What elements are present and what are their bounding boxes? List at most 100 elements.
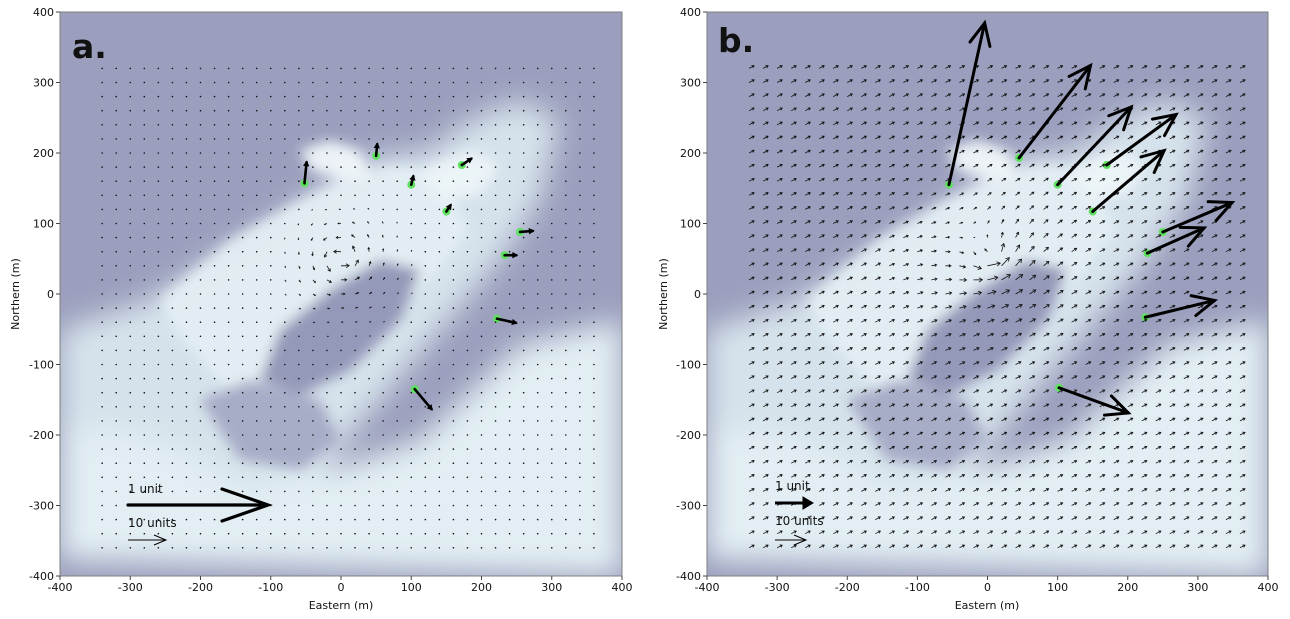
panel-a-field-arrow xyxy=(382,476,384,479)
panel-b-field-arrow xyxy=(1225,79,1232,83)
panel-b-station-arrow xyxy=(1057,386,1132,417)
panel-b-field-arrow xyxy=(931,417,938,422)
panel-b-field-arrow xyxy=(1225,248,1232,253)
panel-b-field-arrow xyxy=(819,403,825,408)
panel-b-field-arrow xyxy=(889,248,896,253)
panel-a-field-arrow xyxy=(255,279,258,281)
panel-b-field-arrow xyxy=(889,163,896,168)
panel-b-field-arrow xyxy=(1057,530,1064,535)
panel-a-field-arrow xyxy=(565,208,567,211)
panel-a-field-arrow xyxy=(536,547,539,549)
panel-b-field-arrow xyxy=(1197,318,1204,323)
panel-a-field-arrow xyxy=(424,81,427,84)
panel-a-field-arrow xyxy=(101,434,103,436)
panel-a-field-arrow xyxy=(115,434,117,436)
panel-a-field-arrow xyxy=(213,95,216,98)
panel-a-field-arrow xyxy=(382,490,384,493)
panel-b-field-arrow xyxy=(1239,530,1246,535)
panel-b-field-arrow xyxy=(1169,234,1176,238)
panel-b-field-arrow xyxy=(1057,304,1064,309)
panel-b-field-arrow xyxy=(1029,218,1034,224)
panel-b-field-arrow xyxy=(1239,149,1246,154)
panel-a-field-arrow xyxy=(466,81,469,84)
panel-a-field-arrow xyxy=(410,138,413,140)
panel-a-field-arrow xyxy=(410,335,413,338)
panel-a-field-arrow xyxy=(227,532,230,535)
panel-a-field-arrow xyxy=(185,321,188,324)
panel-b-field-arrow xyxy=(973,79,980,83)
panel-a-field-arrow xyxy=(565,547,567,549)
panel-b-field-arrow xyxy=(1141,220,1148,224)
panel-b-field-arrow xyxy=(804,459,811,464)
panel-b-field-arrow xyxy=(1183,333,1190,337)
panel-b-field-arrow xyxy=(973,192,978,196)
panel-b-field-arrow xyxy=(1169,192,1176,196)
panel-a-field-arrow xyxy=(143,406,146,408)
panel-b-field-arrow xyxy=(1169,163,1176,168)
panel-a-field-arrow xyxy=(157,307,160,309)
panel-b-field-arrow xyxy=(1029,459,1036,464)
panel-a-field-arrow xyxy=(424,236,427,239)
panel-b-field-arrow xyxy=(762,502,769,506)
panel-b-field-arrow xyxy=(819,333,825,337)
panel-a-field-arrow xyxy=(452,490,455,493)
panel-b-field-arrow xyxy=(973,488,980,492)
panel-a-field-arrow xyxy=(508,518,511,521)
panel-b-field-arrow xyxy=(1043,544,1050,549)
panel-b-field-arrow xyxy=(1099,93,1106,97)
panel-a-field-arrow xyxy=(452,335,455,338)
panel-a-field-arrow xyxy=(171,138,174,140)
panel-b-field-arrow xyxy=(1225,417,1232,422)
panel-a-field-arrow xyxy=(466,194,469,197)
panel-a-field-arrow xyxy=(157,293,160,295)
panel-b-field-arrow xyxy=(945,164,951,168)
panel-b-field-arrow xyxy=(1239,304,1246,309)
panel-a-field-arrow xyxy=(494,504,497,507)
panel-a-field-arrow xyxy=(396,138,399,140)
panel-b-field-arrow xyxy=(790,403,797,408)
panel-a-field-arrow xyxy=(452,208,455,211)
panel-b-field-arrow xyxy=(1127,544,1134,549)
panel-a-field-arrow xyxy=(396,462,399,465)
panel-a-field-arrow xyxy=(593,265,595,267)
panel-a-field-arrow xyxy=(396,335,399,338)
panel-b-field-arrow xyxy=(889,431,896,436)
panel-a-field-arrow xyxy=(354,504,356,507)
panel-b-field-arrow xyxy=(1155,121,1162,126)
panel-a-field-arrow xyxy=(101,363,103,366)
panel-a-field-arrow xyxy=(466,138,469,140)
panel-a-field-arrow xyxy=(199,532,202,535)
panel-b-field-arrow xyxy=(917,305,924,309)
panel-a-field-arrow xyxy=(129,321,132,324)
panel-a-field-arrow xyxy=(340,166,342,168)
panel-b-field-arrow xyxy=(959,164,965,168)
panel-b-field-arrow xyxy=(889,234,895,238)
panel-b-field-arrow xyxy=(1071,403,1078,408)
panel-b-field-arrow xyxy=(1057,332,1064,337)
panel-a-field-arrow xyxy=(185,406,188,408)
panel-a-field-arrow xyxy=(326,462,328,465)
panel-a-field-arrow xyxy=(185,222,188,225)
panel-b-field-arrow xyxy=(804,333,811,337)
panel-b-field-arrow xyxy=(959,178,965,182)
panel-b-field-arrow xyxy=(762,530,769,535)
panel-b-field-arrow xyxy=(861,488,867,492)
panel-b-field-arrow xyxy=(987,389,994,394)
panel-a-field-arrow xyxy=(143,67,146,70)
panel-a-field-arrow xyxy=(171,462,174,465)
panel-b-field-arrow xyxy=(1015,488,1022,492)
panel-b-field-arrow xyxy=(833,262,839,267)
panel-a-field-arrow xyxy=(466,321,469,324)
panel-a-field-arrow xyxy=(284,547,286,549)
panel-a-field-arrow xyxy=(101,208,103,211)
panel-a-field-arrow xyxy=(565,180,567,182)
panel-b-field-arrow xyxy=(1239,135,1246,140)
panel-b-field-arrow xyxy=(889,318,896,323)
panel-b-field-arrow xyxy=(1141,375,1148,379)
panel-b-field-arrow xyxy=(987,206,991,210)
panel-b-field-arrow xyxy=(889,333,896,337)
panel-a-field-arrow xyxy=(480,532,483,535)
panel-a-field-arrow xyxy=(508,434,511,436)
panel-a-field-arrow xyxy=(129,81,132,84)
panel-a-field-arrow xyxy=(382,291,386,295)
